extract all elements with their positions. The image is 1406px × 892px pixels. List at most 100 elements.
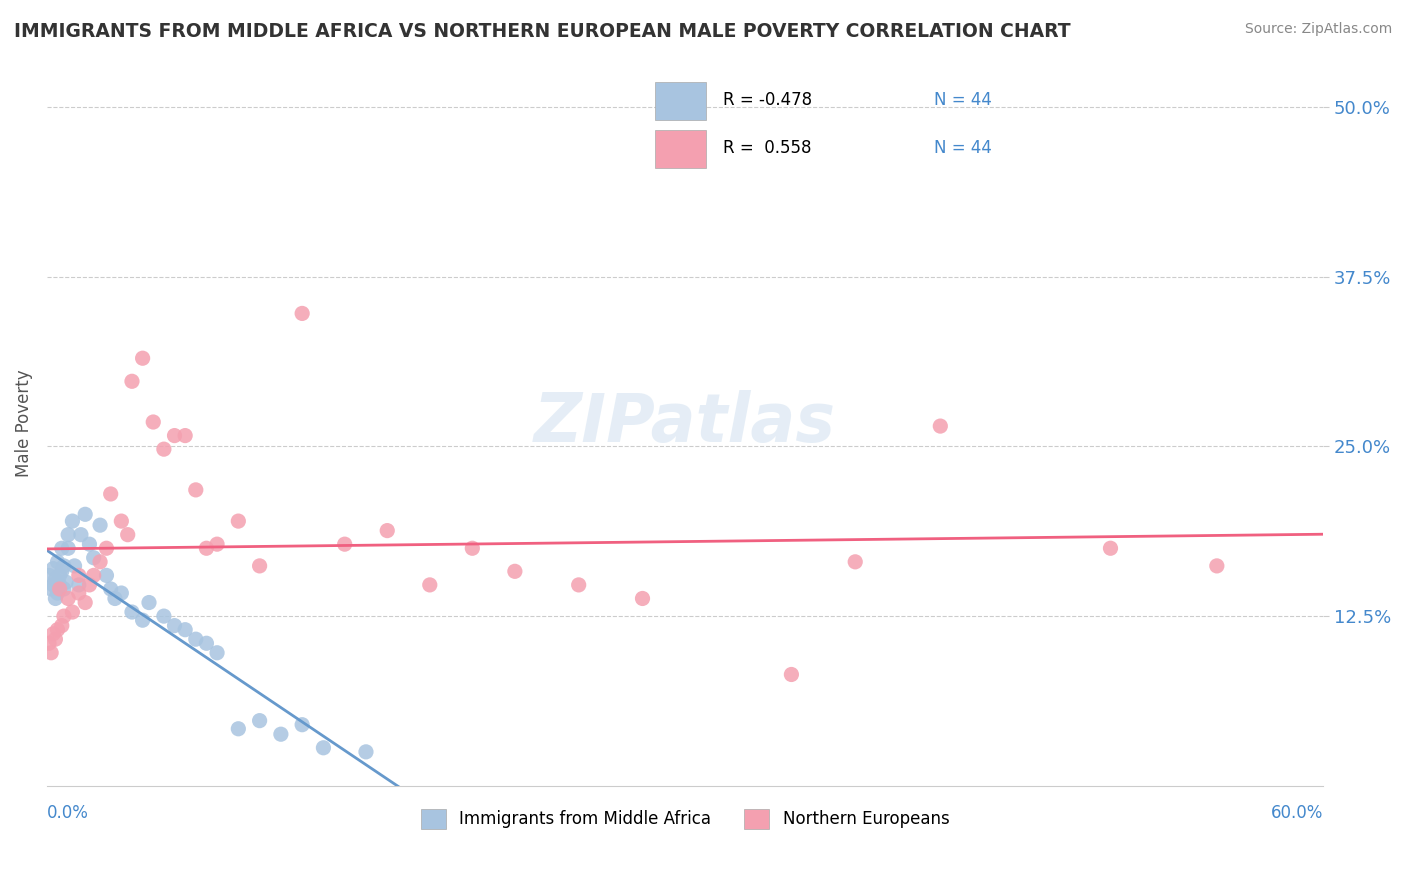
Point <box>46 555 69 569</box>
Point <box>42 626 65 640</box>
Point <box>205 537 228 551</box>
Point <box>249 714 271 728</box>
Point <box>929 419 952 434</box>
Y-axis label: Male Poverty: Male Poverty <box>15 369 32 476</box>
Point <box>174 428 197 442</box>
Point <box>51 541 73 556</box>
Point <box>56 541 79 556</box>
Point <box>75 595 97 609</box>
Point <box>56 527 79 541</box>
Point <box>631 591 654 606</box>
Point <box>100 487 122 501</box>
Point <box>46 623 69 637</box>
Point <box>39 582 62 596</box>
Point <box>270 727 292 741</box>
Point <box>503 564 526 578</box>
Point <box>354 745 377 759</box>
Point <box>52 609 75 624</box>
Point <box>104 591 127 606</box>
Point <box>228 722 250 736</box>
Point <box>333 537 356 551</box>
Point <box>184 632 207 647</box>
FancyBboxPatch shape <box>655 82 706 120</box>
Point <box>44 573 66 587</box>
Point <box>117 527 139 541</box>
Point <box>110 586 132 600</box>
Point <box>1099 541 1122 556</box>
Point <box>70 527 93 541</box>
Point <box>568 578 591 592</box>
Point <box>44 632 66 647</box>
Point <box>48 568 70 582</box>
FancyBboxPatch shape <box>655 130 706 168</box>
Point <box>205 646 228 660</box>
Text: R = -0.478: R = -0.478 <box>723 91 811 109</box>
Point <box>844 555 866 569</box>
Point <box>79 578 101 592</box>
Point <box>131 351 153 366</box>
Point <box>163 618 186 632</box>
Point <box>38 568 60 582</box>
Point <box>42 561 65 575</box>
Point <box>67 568 90 582</box>
Point <box>184 483 207 497</box>
Point <box>419 578 441 592</box>
Point <box>79 537 101 551</box>
Legend: Immigrants from Middle Africa, Northern Europeans: Immigrants from Middle Africa, Northern … <box>413 802 956 836</box>
Point <box>174 623 197 637</box>
Point <box>83 568 105 582</box>
Point <box>121 374 143 388</box>
Text: Source: ZipAtlas.com: Source: ZipAtlas.com <box>1244 22 1392 37</box>
Point <box>461 541 484 556</box>
Point <box>291 306 314 320</box>
Point <box>48 578 70 592</box>
Point <box>153 442 176 457</box>
Point <box>39 646 62 660</box>
Point <box>44 591 66 606</box>
Point <box>291 717 314 731</box>
Point <box>55 575 77 590</box>
Text: N = 44: N = 44 <box>934 139 991 157</box>
Text: ZIPatlas: ZIPatlas <box>534 390 837 456</box>
Point <box>51 618 73 632</box>
Point <box>67 586 90 600</box>
Point <box>375 524 398 538</box>
Text: N = 44: N = 44 <box>934 91 991 109</box>
Point <box>153 609 176 624</box>
Point <box>121 605 143 619</box>
Point <box>142 415 165 429</box>
Text: IMMIGRANTS FROM MIDDLE AFRICA VS NORTHERN EUROPEAN MALE POVERTY CORRELATION CHAR: IMMIGRANTS FROM MIDDLE AFRICA VS NORTHER… <box>14 22 1071 41</box>
Point <box>228 514 250 528</box>
Point <box>89 555 111 569</box>
Point <box>138 595 160 609</box>
Point <box>75 508 97 522</box>
Point <box>96 541 118 556</box>
Point <box>100 582 122 596</box>
Point <box>83 550 105 565</box>
Point <box>46 586 69 600</box>
Point <box>780 667 803 681</box>
Point <box>38 636 60 650</box>
Point <box>131 613 153 627</box>
Point <box>163 428 186 442</box>
Point <box>62 605 84 619</box>
Point <box>195 541 218 556</box>
Point <box>195 636 218 650</box>
Point <box>56 591 79 606</box>
Point <box>52 558 75 573</box>
Point <box>62 514 84 528</box>
Point <box>48 582 70 596</box>
Point <box>249 558 271 573</box>
Point <box>110 514 132 528</box>
Point <box>312 740 335 755</box>
Text: 60.0%: 60.0% <box>1271 805 1323 822</box>
Point <box>1205 558 1227 573</box>
Point <box>63 558 86 573</box>
Point <box>42 578 65 592</box>
Text: 0.0%: 0.0% <box>46 805 89 822</box>
Point <box>67 578 90 592</box>
Point <box>89 518 111 533</box>
Text: R =  0.558: R = 0.558 <box>723 139 811 157</box>
Point <box>52 582 75 596</box>
Point <box>51 564 73 578</box>
